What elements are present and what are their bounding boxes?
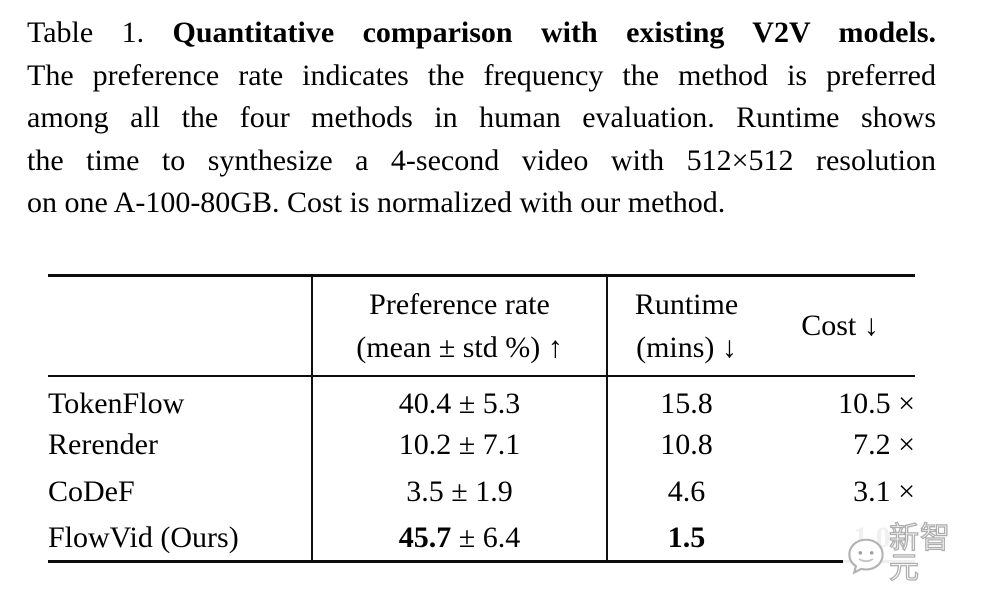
preference-mean: 3.5 bbox=[406, 474, 444, 508]
preference-std: ± 7.1 bbox=[458, 428, 521, 462]
preference-std: ± 1.9 bbox=[451, 474, 513, 508]
speech-bubble-face-icon bbox=[848, 538, 884, 575]
caption-title-bold: Quantitative comparison with existing V2… bbox=[172, 16, 937, 49]
header-cell-preference: Preference rate (mean ± std %) ↑ bbox=[311, 275, 607, 376]
cost-value: 7.2 bbox=[853, 428, 891, 462]
runtime-cell: 1.5 bbox=[606, 515, 765, 562]
times-sign: × bbox=[898, 474, 915, 508]
preference-cell: 10.2 ± 7.1 bbox=[311, 422, 607, 469]
times-sign: × bbox=[898, 386, 915, 420]
runtime-header-line2: (mins) ↓ bbox=[636, 330, 737, 364]
caption-line: Table 1. Quantitative comparison with ex… bbox=[27, 12, 936, 55]
method-cell: FlowVid (Ours) bbox=[48, 520, 239, 554]
runtime-cell: 10.8 bbox=[606, 422, 765, 469]
header-cell-runtime: Runtime (mins) ↓ bbox=[606, 275, 765, 376]
preference-cell: 40.4 ± 5.3 bbox=[311, 375, 607, 422]
cost-value: 10.5 bbox=[838, 386, 891, 420]
cost-value: 3.1 bbox=[853, 474, 891, 508]
caption-line: The preference rate indicates the freque… bbox=[27, 58, 936, 92]
runtime-cell: 4.6 bbox=[606, 468, 765, 515]
caption-table-label: Table 1. bbox=[27, 16, 145, 49]
method-cell: CoDeF bbox=[48, 474, 135, 508]
preference-std: ± 6.4 bbox=[458, 520, 521, 554]
table-row-tokenflow: TokenFlow 40.4 ± 5.3 15.8 10.5 × bbox=[48, 375, 915, 423]
header-cell-method bbox=[48, 276, 312, 376]
times-sign: × bbox=[898, 428, 915, 462]
method-cell: Rerender bbox=[48, 428, 158, 462]
preference-header-line1: Preference rate bbox=[369, 287, 550, 321]
preference-std: ± 5.3 bbox=[458, 386, 521, 420]
runtime-header-line1: Runtime bbox=[634, 287, 739, 321]
watermark-text: 新智元 bbox=[888, 521, 951, 586]
caption-line: the time to synthesize a 4-second video … bbox=[27, 143, 936, 177]
method-cell: TokenFlow bbox=[48, 386, 185, 420]
table-row-codef: CoDeF 3.5 ± 1.9 4.6 3.1 × bbox=[48, 468, 915, 516]
runtime-cell: 15.8 bbox=[606, 375, 765, 422]
watermark: 新智元 bbox=[843, 523, 984, 585]
preference-mean: 10.2 bbox=[398, 428, 452, 462]
cost-cell: 7.2 × bbox=[765, 422, 915, 469]
table-row-rerender: Rerender 10.2 ± 7.1 10.8 7.2 × bbox=[48, 422, 915, 469]
preference-mean: 45.7 bbox=[398, 520, 452, 554]
preference-cell: 45.7 ± 6.4 bbox=[311, 515, 607, 562]
cost-cell: 10.5 × bbox=[765, 376, 915, 423]
caption-line: among all the four methods in human eval… bbox=[27, 101, 936, 134]
header-row: Preference rate (mean ± std %) ↑ Runtime… bbox=[48, 275, 915, 376]
preference-mean: 40.4 bbox=[398, 386, 452, 420]
caption-line: on one A-100-80GB. Cost is normalized wi… bbox=[27, 186, 726, 219]
header-cell-cost: Cost ↓ bbox=[801, 308, 879, 342]
preference-cell: 3.5 ± 1.9 bbox=[311, 468, 607, 515]
preference-header-line2: (mean ± std %) ↑ bbox=[356, 330, 563, 364]
cost-cell: 3.1 × bbox=[765, 469, 915, 516]
table-row-flowvid-ours: FlowVid (Ours) 45.7 ± 6.4 1.5 1.0 × bbox=[48, 515, 915, 562]
comparison-table: Preference rate (mean ± std %) ↑ Runtime… bbox=[48, 274, 915, 563]
table-caption: Table 1. Quantitative comparison with ex… bbox=[27, 12, 936, 225]
